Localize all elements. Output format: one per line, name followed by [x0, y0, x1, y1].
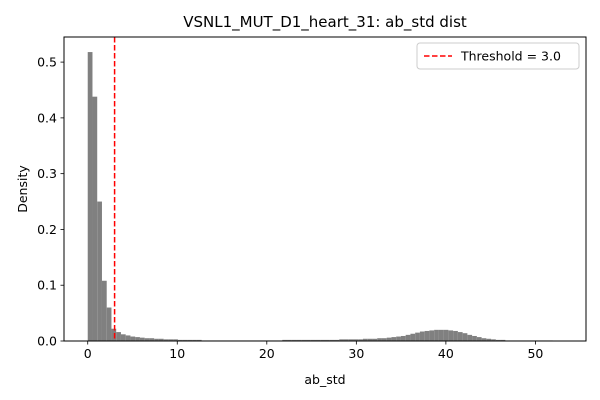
- histogram-bar: [453, 330, 458, 341]
- histogram-bar: [377, 338, 382, 341]
- histogram-bar: [291, 339, 297, 341]
- y-tick-label: 0.4: [37, 110, 57, 125]
- histogram-bar: [462, 333, 468, 341]
- y-axis-label: Density: [15, 165, 30, 213]
- histogram-bar: [282, 339, 288, 341]
- histogram-bar: [405, 334, 411, 341]
- histogram-bar: [348, 339, 354, 341]
- histogram-bar: [116, 332, 121, 341]
- histogram-bar: [500, 339, 506, 341]
- histogram-bar: [182, 339, 188, 341]
- histogram-bar: [173, 339, 178, 341]
- legend: Threshold = 3.0: [416, 42, 580, 70]
- histogram-bar: [139, 337, 145, 341]
- histogram-bar: [472, 335, 477, 341]
- x-tick-label: 50: [527, 346, 543, 361]
- plot-frame: [63, 36, 587, 342]
- y-tick-label: 0.1: [37, 278, 57, 293]
- histogram-bar: [429, 330, 435, 341]
- histogram-bar: [192, 339, 197, 341]
- histogram-bar: [177, 339, 183, 341]
- histogram-bar: [149, 338, 155, 341]
- histogram-bar: [97, 201, 102, 341]
- histogram-bar: [334, 339, 340, 341]
- histogram-bar: [315, 339, 321, 341]
- histogram-bar: [486, 338, 492, 341]
- histogram-bar: [381, 338, 387, 341]
- chart-title: VSNL1_MUT_D1_heart_31: ab_std dist: [183, 13, 467, 32]
- x-tick-label: 20: [259, 346, 275, 361]
- x-tick-label: 40: [438, 346, 454, 361]
- histogram-bar: [353, 339, 359, 341]
- histogram-bar: [467, 334, 473, 341]
- histogram-bar: [196, 339, 202, 341]
- x-tick-label: 30: [348, 346, 364, 361]
- histogram-bar: [135, 337, 140, 341]
- histogram-bar: [476, 337, 482, 341]
- histogram-bars: [87, 52, 563, 342]
- histogram-bar: [158, 338, 164, 341]
- y-tick-label: 0.5: [37, 55, 57, 70]
- histogram-bar: [111, 328, 117, 341]
- histogram-bar: [287, 339, 292, 341]
- histogram-bar: [339, 339, 344, 341]
- histogram-bar: [491, 339, 496, 341]
- histogram-bar: [457, 332, 463, 341]
- histogram-bar: [410, 333, 416, 341]
- x-tick-label: 0: [84, 346, 92, 361]
- histogram-bar: [163, 339, 169, 341]
- y-tick-label: 0.3: [37, 166, 57, 181]
- histogram-bar: [443, 329, 449, 341]
- x-tick-label: 10: [169, 346, 185, 361]
- histogram-bar: [320, 339, 325, 341]
- histogram-bar: [325, 339, 330, 341]
- histogram-bar: [130, 336, 136, 341]
- x-axis-ticks: 0 10 20 30 40 50: [84, 341, 543, 361]
- y-tick-label: 0.0: [37, 334, 57, 349]
- histogram-bar: [144, 338, 150, 341]
- histogram-bar: [92, 96, 98, 341]
- histogram-bar: [391, 337, 397, 341]
- histogram-bar: [396, 336, 401, 341]
- histogram-bar: [168, 339, 174, 341]
- histogram-bar: [438, 329, 444, 341]
- histogram-bar: [329, 339, 335, 341]
- histogram-bar: [386, 337, 392, 341]
- histogram-bar: [296, 339, 302, 341]
- histogram-bar: [106, 307, 112, 341]
- histogram-bar: [419, 331, 425, 341]
- x-axis-label: ab_std: [304, 372, 345, 387]
- histogram-bar: [481, 338, 487, 341]
- histogram-bar: [358, 339, 363, 341]
- histogram-bar: [367, 338, 373, 341]
- histogram-bar: [424, 330, 430, 341]
- histogram-bar: [101, 280, 107, 341]
- histogram-bar: [343, 339, 349, 341]
- histogram-bar: [434, 329, 439, 341]
- y-axis-ticks: 0.0 0.1 0.2 0.3 0.4 0.5: [37, 55, 64, 349]
- legend-threshold-label: Threshold = 3.0: [460, 49, 561, 64]
- histogram-bar: [306, 339, 311, 341]
- histogram-bar: [125, 335, 131, 341]
- histogram-bar: [301, 339, 307, 341]
- histogram-bar: [372, 338, 378, 341]
- histogram-bar: [415, 332, 420, 341]
- legend-box: [416, 42, 580, 70]
- histogram-bar: [120, 334, 126, 341]
- histogram-bar: [310, 339, 316, 341]
- histogram-bar: [187, 339, 193, 341]
- y-tick-label: 0.2: [37, 222, 57, 237]
- histogram-bar: [448, 330, 454, 341]
- histogram-bar: [362, 338, 368, 341]
- histogram-bar: [495, 339, 501, 341]
- histogram-bar: [87, 52, 93, 342]
- histogram-bar: [400, 335, 406, 341]
- histogram-bar: [154, 338, 159, 341]
